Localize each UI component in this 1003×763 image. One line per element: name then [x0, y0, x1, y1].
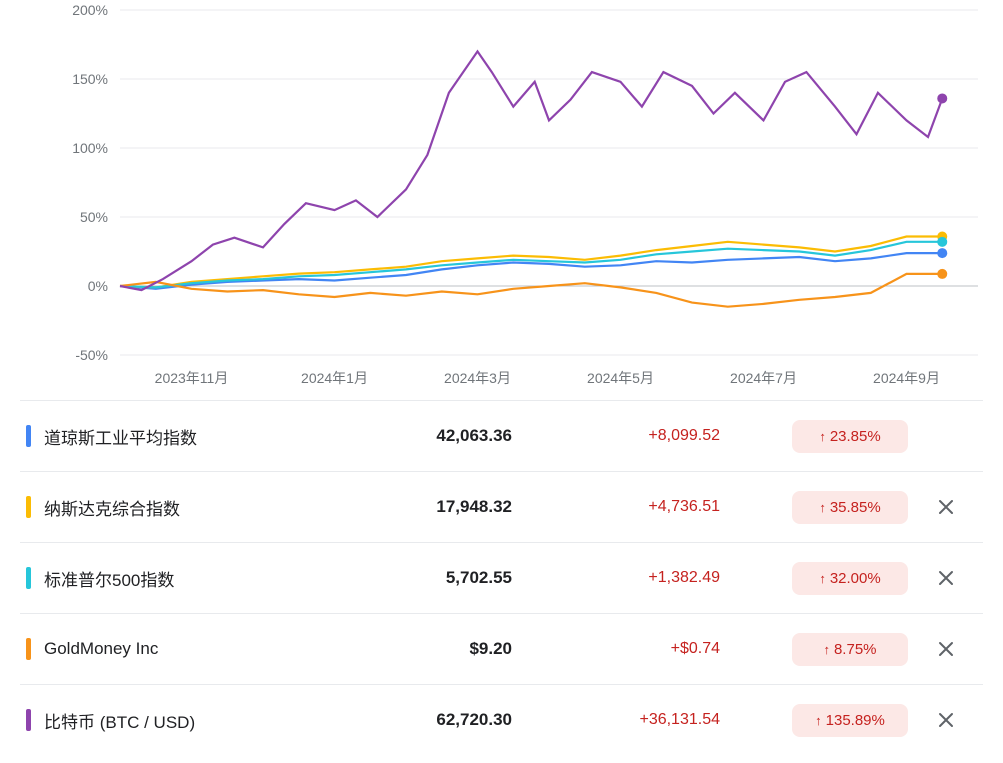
instrument-change: +36,131.54 — [520, 711, 720, 729]
close-icon[interactable] — [932, 493, 960, 521]
svg-text:2023年11月: 2023年11月 — [155, 370, 229, 386]
instrument-pct-badge: ↑ 135.89% — [792, 704, 908, 737]
arrow-up-icon: ↑ — [819, 571, 826, 586]
close-icon[interactable] — [932, 706, 960, 734]
svg-text:2024年3月: 2024年3月 — [444, 370, 511, 386]
instrument-pct-badge: ↑ 8.75% — [792, 633, 908, 666]
svg-text:2024年7月: 2024年7月 — [730, 370, 797, 386]
instrument-name: 比特币 (BTC / USD) — [44, 708, 304, 733]
series-end-btc — [937, 93, 947, 103]
table-row[interactable]: 标准普尔500指数 5,702.55 +1,382.49 ↑ 32.00% — [20, 542, 983, 613]
series-swatch — [26, 496, 31, 518]
instrument-pct: 8.75% — [834, 641, 877, 658]
instrument-price: $9.20 — [312, 639, 512, 659]
table-row[interactable]: 道琼斯工业平均指数 42,063.36 +8,099.52 ↑ 23.85% — [20, 400, 983, 471]
series-swatch — [26, 425, 31, 447]
table-row[interactable]: GoldMoney Inc $9.20 +$0.74 ↑ 8.75% — [20, 613, 983, 684]
svg-text:0%: 0% — [88, 278, 108, 294]
instrument-pct: 32.00% — [830, 570, 881, 587]
arrow-up-icon: ↑ — [819, 500, 826, 515]
svg-text:2024年1月: 2024年1月 — [301, 370, 368, 386]
comparison-table: 道琼斯工业平均指数 42,063.36 +8,099.52 ↑ 23.85% 纳斯达克综合… — [20, 400, 983, 755]
instrument-price: 17,948.32 — [312, 497, 512, 517]
instrument-pct-badge: ↑ 32.00% — [792, 562, 908, 595]
instrument-pct: 23.85% — [830, 428, 881, 445]
series-swatch — [26, 567, 31, 589]
close-icon[interactable] — [932, 635, 960, 663]
series-swatch — [26, 638, 31, 660]
instrument-pct-badge: ↑ 23.85% — [792, 420, 908, 453]
series-swatch — [26, 709, 31, 731]
series-end-dow — [937, 248, 947, 258]
svg-text:2024年5月: 2024年5月 — [587, 370, 654, 386]
arrow-up-icon: ↑ — [815, 713, 822, 728]
svg-text:-50%: -50% — [75, 347, 108, 363]
svg-text:2024年9月: 2024年9月 — [873, 370, 940, 386]
table-row[interactable]: 纳斯达克综合指数 17,948.32 +4,736.51 ↑ 35.85% — [20, 471, 983, 542]
instrument-price: 42,063.36 — [312, 426, 512, 446]
instrument-pct-badge: ↑ 35.85% — [792, 491, 908, 524]
instrument-name: GoldMoney Inc — [44, 639, 304, 659]
instrument-change: +4,736.51 — [520, 498, 720, 516]
instrument-price: 62,720.30 — [312, 710, 512, 730]
instrument-change: +8,099.52 — [520, 427, 720, 445]
series-dow — [120, 253, 942, 289]
performance-chart: -50% 0% 50% 100% 150% 200% 2023年11月 2024年1月 2024… — [20, 0, 983, 400]
instrument-name: 道琼斯工业平均指数 — [44, 424, 304, 449]
instrument-pct: 135.89% — [826, 712, 885, 729]
instrument-name: 标准普尔500指数 — [44, 566, 304, 591]
arrow-up-icon: ↑ — [823, 642, 830, 657]
series-end-goldmoney — [937, 269, 947, 279]
svg-text:50%: 50% — [80, 209, 108, 225]
svg-text:200%: 200% — [72, 2, 108, 18]
instrument-change: +1,382.49 — [520, 569, 720, 587]
instrument-pct: 35.85% — [830, 499, 881, 516]
svg-text:100%: 100% — [72, 140, 108, 156]
table-row[interactable]: 比特币 (BTC / USD) 62,720.30 +36,131.54 ↑ 135.8… — [20, 684, 983, 755]
series-end-sp500 — [937, 237, 947, 247]
close-icon[interactable] — [932, 564, 960, 592]
instrument-price: 5,702.55 — [312, 568, 512, 588]
instrument-change: +$0.74 — [520, 640, 720, 658]
arrow-up-icon: ↑ — [819, 429, 826, 444]
svg-text:150%: 150% — [72, 71, 108, 87]
instrument-name: 纳斯达克综合指数 — [44, 495, 304, 520]
